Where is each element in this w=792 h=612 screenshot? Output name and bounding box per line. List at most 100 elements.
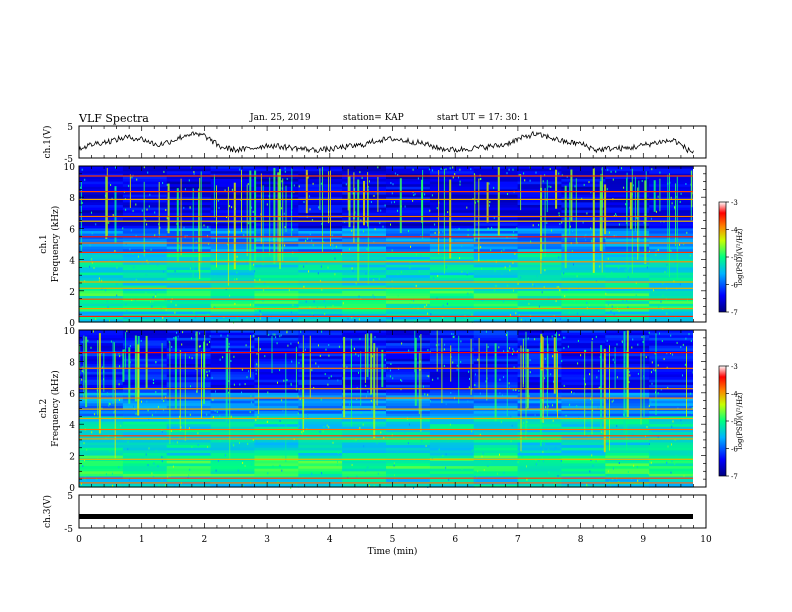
spectrogram-cell xyxy=(79,275,124,279)
spectrogram-speckle xyxy=(510,440,512,443)
spectrogram-cell xyxy=(517,447,563,451)
spectrogram-cell xyxy=(79,479,124,483)
spectrogram-cell xyxy=(166,267,212,271)
spectrogram-cell xyxy=(605,439,650,444)
spectrogram-cell xyxy=(298,340,343,344)
spectrogram-speckle xyxy=(152,296,154,299)
spectrogram-cell xyxy=(386,296,431,300)
spectrogram-speckle xyxy=(447,440,449,443)
spectrogram-speckle xyxy=(298,424,300,427)
spectrogram-speckle xyxy=(371,355,373,358)
sferic-streak xyxy=(542,337,544,423)
spectrogram-speckle xyxy=(591,338,593,341)
spectrogram-cell xyxy=(386,337,431,342)
spectrogram-cell xyxy=(298,179,343,183)
spectrogram-cell xyxy=(605,432,650,436)
spectrogram-cell xyxy=(649,358,694,362)
spectrogram-speckle xyxy=(228,342,230,345)
spectrogram-speckle xyxy=(685,337,687,340)
spectrogram-cell xyxy=(122,231,168,235)
spectrogram-cell xyxy=(79,181,124,185)
spectrogram-speckle xyxy=(157,405,159,408)
spectrogram-speckle xyxy=(437,275,439,277)
spectrogram-cell xyxy=(386,463,431,467)
spectrogram-cell xyxy=(298,264,343,268)
spectrogram-cell xyxy=(386,364,431,368)
spectrogram-cell xyxy=(122,220,168,224)
spectrogram-cell xyxy=(429,236,475,240)
spectrogram-cell xyxy=(122,311,168,315)
spectrogram-cell xyxy=(342,484,387,488)
spectrogram-cell xyxy=(79,270,124,274)
spectrogram-speckle xyxy=(456,368,458,371)
spectrogram-speckle xyxy=(621,167,622,170)
spectrogram-cell xyxy=(342,244,387,248)
spectrogram-speckle xyxy=(108,402,110,405)
spectrogram-cell xyxy=(561,353,606,357)
spectrogram-cell xyxy=(166,272,212,276)
spectrogram-cell xyxy=(517,421,563,425)
spectrogram-cell xyxy=(386,319,431,323)
spectrogram-cell xyxy=(386,432,431,436)
spectrogram-cell xyxy=(122,202,168,206)
spectrogram-cell xyxy=(429,340,475,344)
spectrogram-cell xyxy=(298,202,343,206)
spectrogram-cell xyxy=(298,257,343,261)
spectrogram-speckle xyxy=(90,346,92,349)
spectrogram-cell xyxy=(605,285,650,289)
spectrogram-speckle xyxy=(427,349,429,352)
sferic-streak xyxy=(184,353,186,441)
spectrogram-cell xyxy=(473,228,519,232)
spectrogram-cell xyxy=(386,236,431,240)
spectrogram-speckle xyxy=(461,270,463,273)
spectrogram-cell xyxy=(79,176,124,180)
spectrogram-speckle xyxy=(369,485,371,488)
spectrogram-cell xyxy=(429,272,475,276)
spectrogram-cell xyxy=(298,384,343,389)
spectrogram-cell xyxy=(122,353,168,357)
spectrogram-speckle xyxy=(615,213,617,216)
spectrogram-cell xyxy=(254,390,299,394)
spectrogram-speckle xyxy=(631,477,633,480)
spectrogram-speckle xyxy=(246,318,248,321)
spectrogram-cell xyxy=(561,400,606,404)
spectrogram-speckle xyxy=(494,289,495,292)
spectrogram-cell xyxy=(517,210,563,214)
spectrogram-speckle xyxy=(137,255,139,258)
spectrogram-speckle xyxy=(543,286,545,289)
spectrogram-cell xyxy=(254,345,299,349)
spectrogram-speckle xyxy=(146,208,148,211)
spectrogram-cell xyxy=(649,202,694,206)
spectrogram-cell xyxy=(122,262,168,266)
spectrogram-speckle xyxy=(552,404,553,407)
spectrogram-speckle xyxy=(244,464,246,467)
spectrogram-speckle xyxy=(372,294,374,297)
spectrogram-speckle xyxy=(116,266,118,269)
spectrogram-cell xyxy=(561,455,606,459)
spectrogram-speckle xyxy=(512,388,514,391)
spectrogram-cell xyxy=(605,447,650,451)
spectrogram-speckle xyxy=(680,192,682,195)
spectrogram-cell xyxy=(561,238,606,242)
spectrogram-speckle xyxy=(255,317,257,320)
spectrogram-cell xyxy=(342,390,387,394)
spectrogram-cell xyxy=(79,419,124,423)
spectrogram-speckle xyxy=(636,217,638,220)
spectrogram-speckle xyxy=(318,206,320,209)
spectrogram-cell xyxy=(79,377,124,381)
spectrogram-speckle xyxy=(568,430,570,433)
spectrogram-cell xyxy=(517,184,563,188)
spectrogram-speckle xyxy=(509,269,511,272)
spectrogram-speckle xyxy=(666,312,668,315)
spectrogram-cell xyxy=(342,275,387,279)
sferic-streak xyxy=(653,180,656,212)
spectrogram-cell xyxy=(473,210,519,214)
spectrogram-cell xyxy=(473,471,519,475)
x-tick-label: 9 xyxy=(640,535,646,545)
spectrogram-speckle xyxy=(363,445,365,448)
spectrogram-speckle xyxy=(307,413,309,416)
spectrogram-speckle xyxy=(577,312,579,315)
spectrogram-speckle xyxy=(691,248,693,251)
spectrogram-speckle xyxy=(384,358,386,361)
spectrogram-cell xyxy=(649,228,694,232)
